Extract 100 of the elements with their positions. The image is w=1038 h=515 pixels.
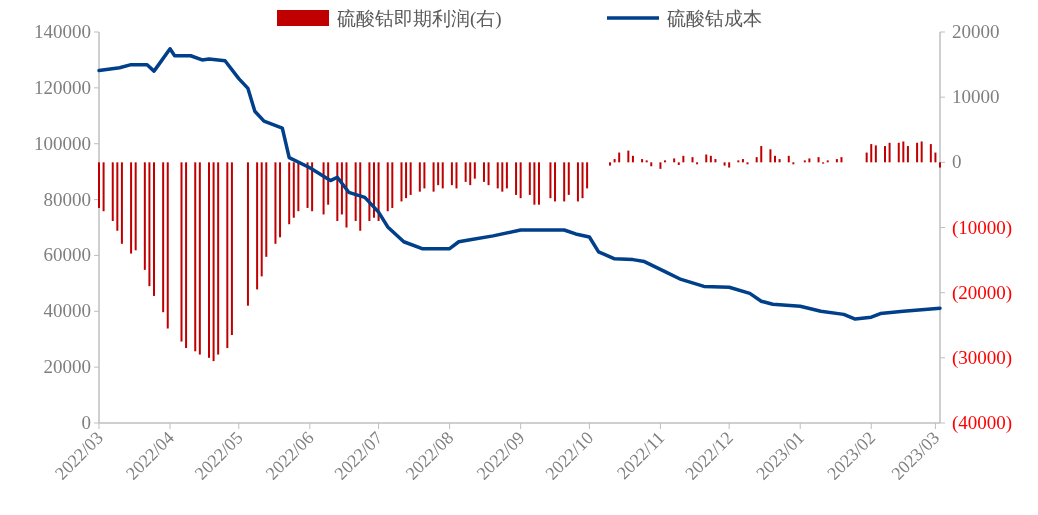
bar [533,162,536,205]
y-tick-label: 60000 [43,244,91,266]
bar [418,162,421,192]
y-tick-label: 100000 [34,132,91,154]
bar [185,162,188,349]
bar [306,162,309,208]
bar [246,162,249,306]
bar [934,152,937,163]
bar [288,162,291,225]
bar [840,157,843,163]
bar [208,162,210,358]
bar [723,162,726,166]
legend-label: 硫酸钴即期利润(右) [337,8,502,30]
bar [130,162,133,254]
y2-tick-label: 20000 [952,21,1000,42]
bar [501,162,504,192]
bar [143,162,146,270]
bar [650,162,653,167]
bar [870,144,873,163]
y2-tick-label: 10000 [952,86,1000,108]
bar [194,162,197,352]
bar [102,162,105,212]
bar [359,162,362,231]
bar [769,149,772,163]
bar [787,155,790,163]
legend-label: 硫酸钴成本 [667,8,762,29]
bar [673,158,676,163]
bar [409,162,412,195]
bar [311,162,314,212]
bar [212,162,215,362]
y2-tick-label: (20000) [952,281,1013,304]
bar [368,162,371,221]
bar [563,162,566,202]
bar [345,162,348,228]
bar [774,155,777,163]
bar [134,162,137,251]
bar [120,162,123,244]
bar [473,162,476,179]
bar [567,162,570,195]
bar [279,162,282,238]
bar [519,162,522,199]
bar [260,162,263,277]
bar [336,162,339,221]
bar [902,141,905,163]
bar [755,157,758,163]
bar [728,162,731,168]
y2-tick-label: 0 [952,151,962,173]
bar [631,155,634,163]
bar [554,162,557,202]
bar [432,162,435,192]
bar [677,162,680,165]
bar [874,145,877,163]
bar [808,158,811,163]
bar [354,162,357,221]
bar [391,162,394,208]
bar [153,162,155,296]
bar [865,152,868,163]
bar [327,162,330,205]
bar [274,162,277,244]
bar [691,157,694,163]
bar [549,162,552,199]
y-tick-label: 140000 [34,21,91,42]
bar [180,162,183,342]
bar [450,162,453,186]
bar [939,162,941,168]
y2-tick-label: (10000) [952,216,1013,239]
bar [817,157,820,163]
bar [482,162,485,182]
bar [230,162,233,336]
bar [496,162,499,189]
bar [709,155,712,163]
y2-tick-label: (40000) [952,412,1013,434]
bar [906,146,909,163]
bar [217,162,220,355]
bar [372,162,375,218]
bar [515,162,518,195]
bar [888,142,891,163]
y-tick-label: 120000 [34,76,91,98]
bar [929,144,932,163]
bar [682,155,685,163]
y2-tick-label: (30000) [952,346,1013,369]
y-tick-label: 0 [81,412,91,433]
bar [916,142,919,163]
bar [116,162,119,231]
bar [487,162,490,186]
bar [400,162,403,202]
bar [386,162,389,212]
bar [609,162,612,166]
bar [528,162,531,195]
bar [469,162,472,186]
bar [586,162,589,189]
y-tick-label: 80000 [43,188,91,210]
bar [297,162,300,212]
bar [920,141,923,163]
bar [98,162,100,208]
bar [441,162,444,189]
bar [659,162,662,169]
line-series [97,47,942,321]
bar [423,162,426,189]
bar [292,162,295,218]
